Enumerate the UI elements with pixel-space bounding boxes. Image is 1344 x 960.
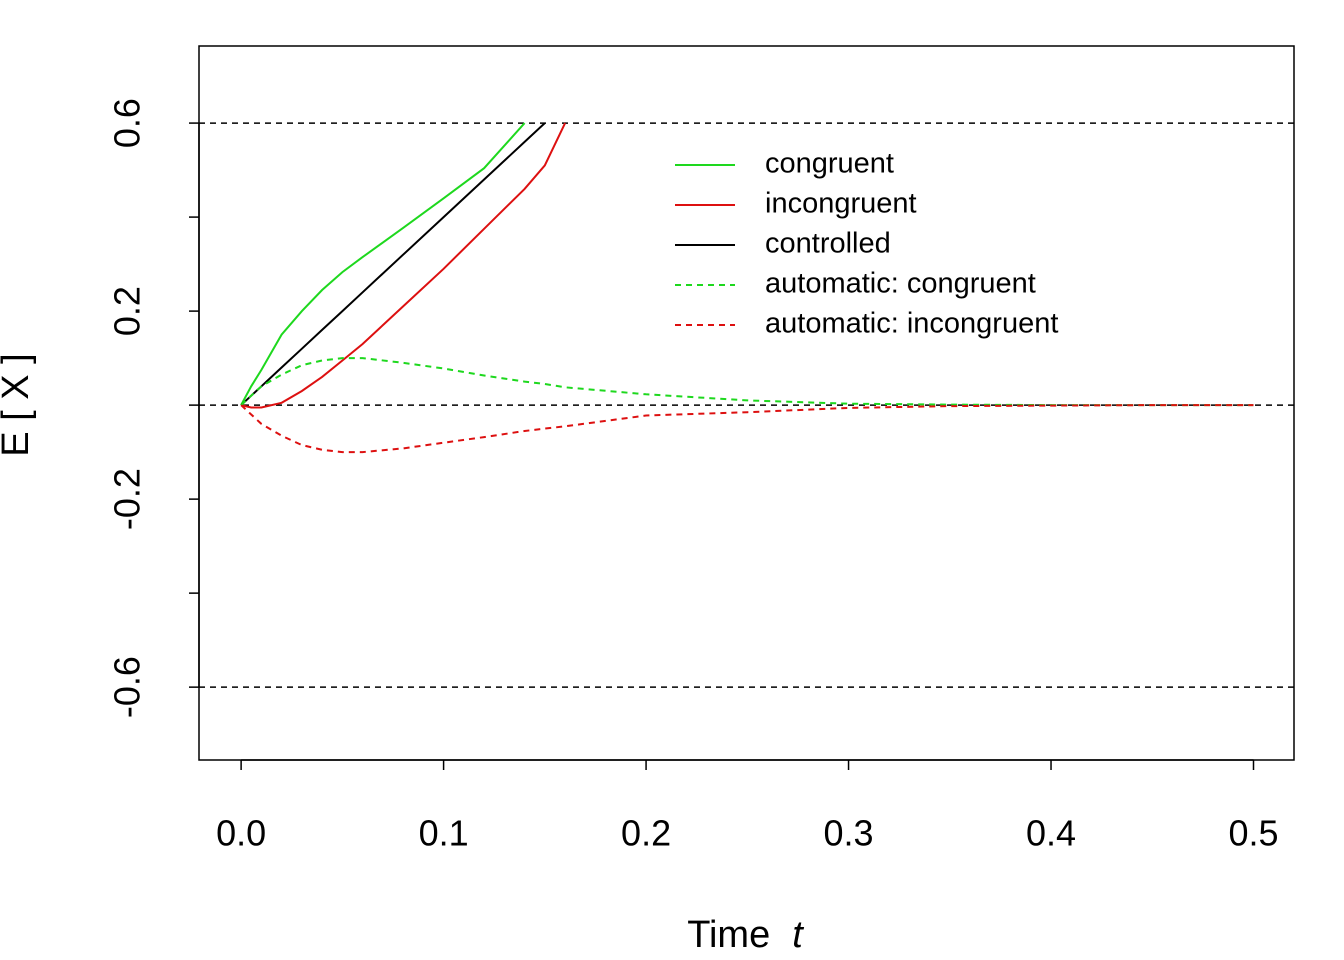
x-tick-label: 0.0 [216,813,266,854]
series-line [240,357,1254,407]
legend-label: automatic: incongruent [765,308,1058,340]
x-tick-label: 0.5 [1228,813,1278,854]
legend-label: controlled [765,228,891,260]
series-line [240,122,567,409]
x-tick-label: 0.4 [1026,813,1076,854]
y-tick-label: 0.2 [107,286,148,336]
x-axis-label-var: t [792,914,804,956]
legend-label: congruent [765,148,894,180]
x-tick-label: 0.2 [621,813,671,854]
y-axis-label: E [ X ] [0,353,37,456]
y-tick-label: 0.6 [107,98,148,148]
y-tick-label: -0.2 [107,468,148,530]
series-line [240,122,546,406]
x-axis-label: Time t [687,914,804,956]
series-line [240,404,1254,454]
x-axis-label-text: Time [687,914,770,956]
legend-label: incongruent [765,188,917,220]
legend-label: automatic: congruent [765,268,1036,300]
y-tick-label: -0.6 [107,656,148,718]
x-tick-label: 0.3 [824,813,874,854]
x-tick-label: 0.1 [419,813,469,854]
plot-frame [198,45,1295,761]
series-line [240,122,526,406]
